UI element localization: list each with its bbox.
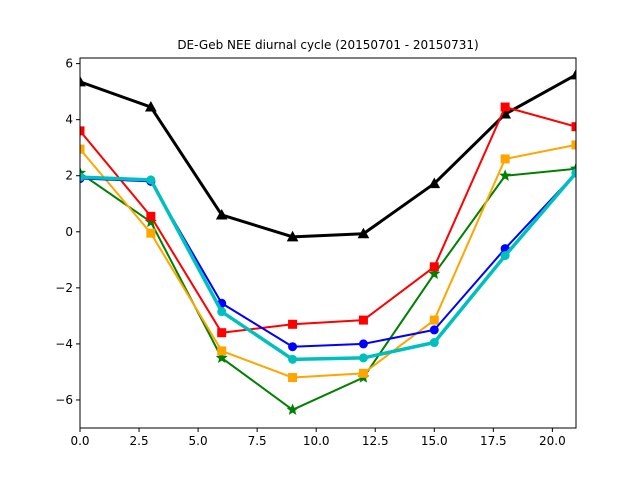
data-point <box>146 228 156 238</box>
x-tick-label: 0.0 <box>70 434 89 448</box>
data-point <box>358 339 368 349</box>
data-point <box>428 267 441 279</box>
data-point <box>80 144 85 154</box>
series-line <box>80 167 576 411</box>
x-tick-label: 12.5 <box>362 434 389 448</box>
data-point <box>286 230 299 242</box>
series-5 <box>80 168 576 364</box>
plot-area <box>80 68 576 415</box>
data-point <box>80 172 85 182</box>
data-point <box>500 102 510 112</box>
series-line <box>80 106 576 334</box>
series-line <box>80 143 576 379</box>
chart-title: DE-Geb NEE diurnal cycle (20150701 - 201… <box>177 38 478 52</box>
data-point <box>146 211 156 221</box>
data-point <box>429 338 439 348</box>
data-point <box>217 307 227 317</box>
x-tick-label: 2.5 <box>130 434 149 448</box>
data-point <box>500 251 510 261</box>
x-tick-label: 7.5 <box>248 434 267 448</box>
data-point <box>500 154 510 164</box>
data-point <box>429 325 439 335</box>
data-point <box>358 315 368 325</box>
data-point <box>358 353 368 363</box>
x-tick-label: 10.0 <box>303 434 330 448</box>
data-point <box>429 262 439 272</box>
data-point <box>357 227 370 239</box>
data-point <box>288 373 298 383</box>
x-axis: 0.0 2.5 5.0 7.5 10.0 12.5 15.0 17.5 20.0 <box>70 428 566 448</box>
x-tick-label: 5.0 <box>189 434 208 448</box>
data-point <box>215 351 228 364</box>
data-point <box>286 403 299 415</box>
x-tick-label: 17.5 <box>480 434 507 448</box>
data-point <box>358 368 368 378</box>
x-tick-label: 20.0 <box>539 434 566 448</box>
y-tick-label: 4 <box>65 113 73 127</box>
y-tick-label: 6 <box>65 57 73 71</box>
data-point <box>288 342 298 352</box>
series-line <box>80 73 576 239</box>
data-point <box>571 168 576 178</box>
y-axis: −6 −4 −2 0 2 4 6 <box>55 57 80 407</box>
data-point <box>571 140 576 150</box>
y-tick-label: −4 <box>55 337 73 351</box>
series-2 <box>80 102 576 338</box>
data-point <box>217 346 227 356</box>
series-line <box>80 171 576 362</box>
data-point <box>288 319 298 329</box>
y-tick-label: −2 <box>55 281 73 295</box>
axes-frame <box>79 57 577 429</box>
y-tick-label: 0 <box>65 225 73 239</box>
data-point <box>428 177 441 189</box>
y-tick-label: 2 <box>65 169 73 183</box>
data-point <box>570 68 576 80</box>
data-point <box>499 169 512 181</box>
x-tick-label: 15.0 <box>421 434 448 448</box>
data-point <box>217 328 227 338</box>
data-point <box>80 75 86 87</box>
data-point <box>215 208 228 220</box>
data-point <box>571 122 576 132</box>
data-point <box>80 126 85 136</box>
data-point <box>145 101 157 112</box>
data-point <box>146 175 156 185</box>
data-point <box>429 315 439 325</box>
data-point <box>288 354 298 364</box>
y-tick-label: −6 <box>55 393 73 407</box>
series-3 <box>80 140 576 383</box>
